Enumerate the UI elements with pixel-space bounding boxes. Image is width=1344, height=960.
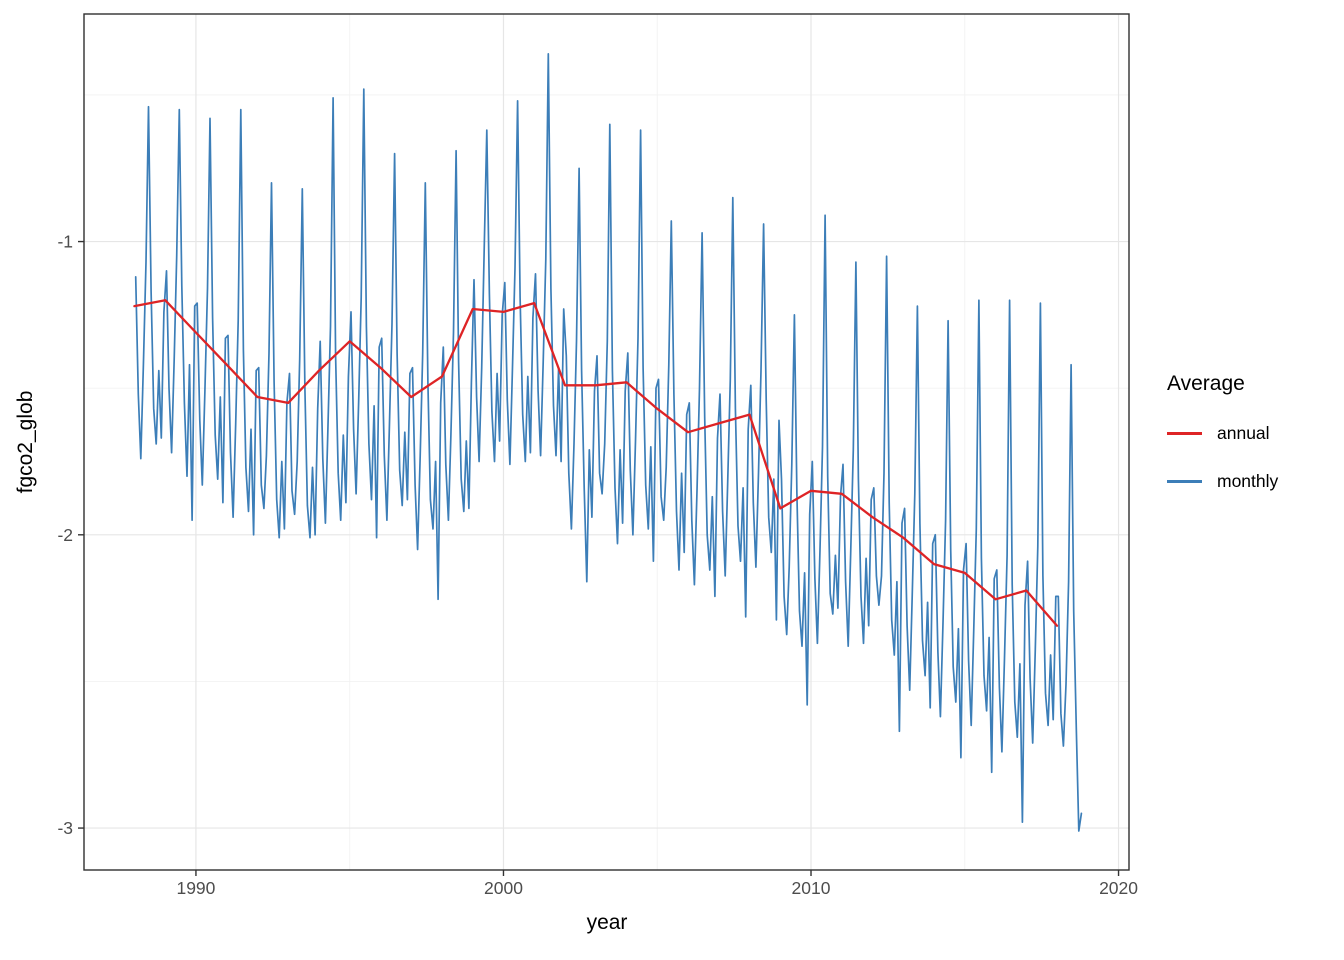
svg-text:-3: -3	[57, 818, 73, 838]
annual-key-line	[1167, 432, 1202, 435]
x-axis-title: year	[586, 911, 628, 934]
axis-tick-marks	[78, 240, 1120, 876]
svg-text:1990: 1990	[176, 878, 215, 898]
svg-text:-2: -2	[57, 525, 73, 545]
svg-text:2020: 2020	[1099, 878, 1138, 898]
monthly-key-line	[1167, 480, 1202, 483]
legend-item-annual: annual	[1167, 423, 1278, 444]
legend: Average annual monthly	[1167, 372, 1278, 492]
legend-label-annual: annual	[1217, 423, 1270, 443]
svg-text:2010: 2010	[792, 878, 831, 898]
svg-text:-1: -1	[57, 232, 73, 252]
major-gridlines	[84, 14, 1129, 870]
x-tick-labels: 1990 2000 2010 2020	[176, 878, 1138, 898]
legend-title: Average	[1167, 372, 1245, 395]
legend-label-monthly: monthly	[1217, 471, 1279, 491]
svg-text:2000: 2000	[484, 878, 523, 898]
monthly-line	[134, 53, 1083, 832]
legend-item-monthly: monthly	[1167, 471, 1278, 492]
annual-line	[133, 299, 1059, 627]
y-axis-title: fgco2_glob	[14, 390, 37, 494]
y-tick-labels: -1 -2 -3	[57, 232, 73, 839]
panel-border	[83, 13, 1130, 871]
